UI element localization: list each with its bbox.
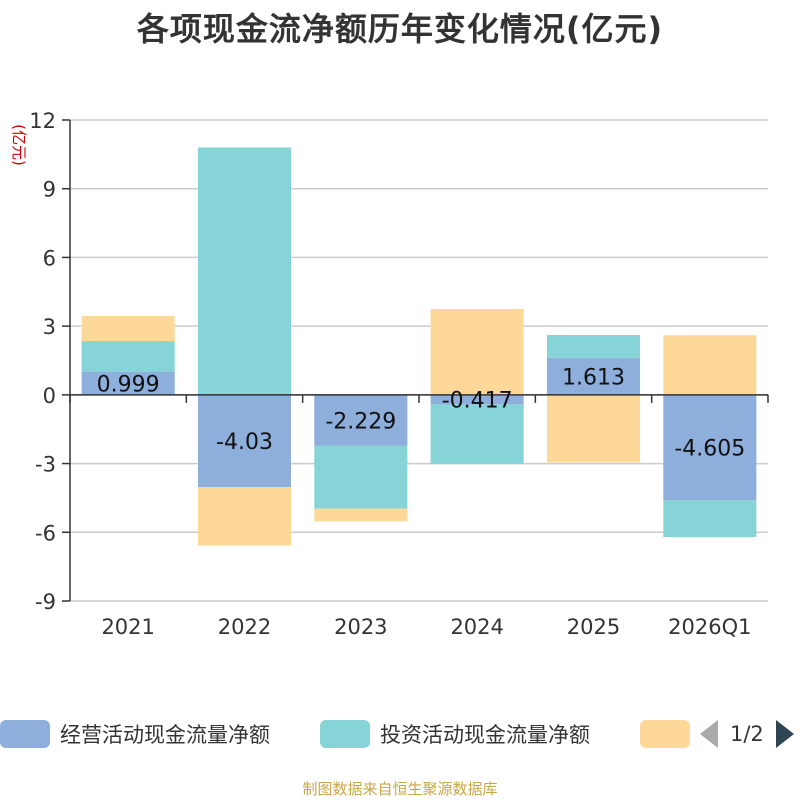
y-axis-label: (亿元) (10, 124, 28, 166)
y-tick-label: -6 (35, 521, 56, 545)
chart-title: 各项现金流净额历年变化情况(亿元) (136, 10, 664, 48)
bar-investing (430, 404, 524, 464)
bar-operating (546, 357, 641, 395)
y-tick-label: 9 (43, 178, 56, 202)
legend-swatch-financing (640, 720, 690, 748)
bar-investing (663, 500, 757, 537)
bar-financing (81, 315, 175, 342)
bar-financing (197, 487, 292, 546)
y-tick-label: 3 (43, 315, 56, 339)
x-tick-label: 2026Q1 (668, 615, 751, 639)
x-tick-label: 2024 (450, 615, 503, 639)
y-tick-label: 12 (29, 109, 56, 133)
legend-page-indicator: 1/2 (730, 722, 764, 746)
bar-operating (81, 371, 175, 395)
bar-operating (197, 394, 292, 488)
legend-label-operating: 经营活动现金流量净额 (60, 723, 270, 747)
x-tick-label: 2025 (567, 615, 620, 639)
data-label: -2.229 (325, 409, 396, 434)
data-label: -4.03 (216, 430, 273, 455)
legend-swatch-investing (320, 720, 370, 748)
bar-operating (430, 394, 524, 405)
y-tick-label: 0 (43, 384, 56, 408)
y-tick-label: 6 (43, 246, 56, 270)
data-label: -4.605 (674, 437, 745, 462)
x-tick-label: 2023 (334, 615, 387, 639)
data-label: -0.417 (442, 389, 513, 414)
legend-prev-icon[interactable] (700, 720, 718, 748)
source-note: 制图数据来自恒生聚源数据库 (302, 780, 498, 798)
bar-financing (663, 335, 757, 395)
bar-financing (314, 508, 408, 522)
bar-investing (197, 147, 292, 395)
bar-investing (314, 445, 408, 509)
legend-item-operating[interactable]: 经营活动现金流量净额 (0, 718, 270, 750)
x-tick-label: 2021 (101, 615, 154, 639)
bar-operating (663, 394, 757, 501)
x-tick-label: 2022 (218, 615, 271, 639)
y-tick-label: -3 (35, 453, 56, 477)
legend-pager: 1/2 (700, 718, 794, 750)
bar-financing (430, 308, 524, 395)
legend-item-investing[interactable]: 投资活动现金流量净额 (320, 718, 590, 750)
bar-operating (314, 394, 408, 446)
legend-next-icon[interactable] (775, 720, 794, 748)
legend-label-investing: 投资活动现金流量净额 (380, 723, 590, 747)
legend-item-financing[interactable] (640, 718, 700, 750)
y-tick-label: -9 (35, 590, 56, 614)
bar-financing (546, 394, 641, 463)
data-label: 0.999 (97, 372, 160, 397)
bar-investing (81, 341, 175, 372)
legend-swatch-operating (0, 720, 50, 748)
data-label: 1.613 (562, 365, 625, 390)
bar-investing (546, 335, 641, 358)
